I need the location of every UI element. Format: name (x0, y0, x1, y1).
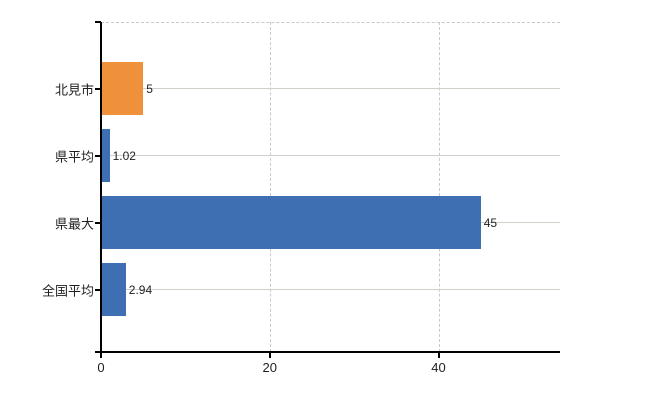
vertical-dashed-gridline (438, 22, 440, 352)
bar (101, 62, 144, 115)
bar (101, 129, 110, 182)
y-axis-tick (95, 288, 101, 291)
x-axis-tick-label: 20 (262, 360, 277, 375)
bar (101, 196, 481, 249)
x-axis-tick-label: 40 (431, 360, 446, 375)
category-label: 全国平均 (41, 283, 94, 298)
y-axis-line (100, 22, 102, 358)
x-axis-line (95, 351, 560, 353)
category-gridline (101, 155, 560, 156)
category-label: 県平均 (54, 149, 94, 164)
x-axis-tick-label: 0 (97, 360, 105, 375)
bar-value-label: 45 (483, 215, 498, 230)
category-label: 北見市 (54, 82, 94, 97)
x-axis-tick (437, 352, 440, 358)
y-axis-tick (95, 21, 101, 23)
category-gridline (101, 289, 560, 290)
category-gridline (101, 88, 560, 89)
plot-top-dashed-line (101, 22, 560, 23)
y-axis-tick (95, 154, 101, 157)
vertical-dashed-gridline (269, 22, 271, 352)
y-axis-tick (95, 87, 101, 90)
x-axis-tick (268, 352, 271, 358)
bar-value-label: 1.02 (112, 148, 136, 163)
category-label: 県最大 (54, 216, 94, 231)
bar-value-label: 5 (146, 81, 153, 96)
x-axis-tick (100, 352, 102, 358)
bar-value-label: 2.94 (128, 282, 153, 297)
bar (101, 263, 126, 316)
y-axis-tick (95, 221, 101, 224)
